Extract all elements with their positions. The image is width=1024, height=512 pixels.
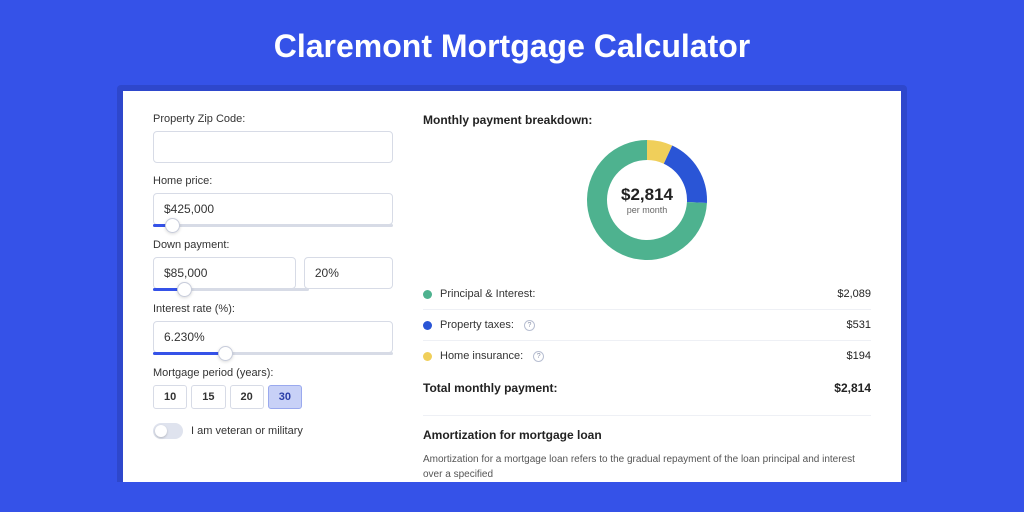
zip-field-group: Property Zip Code:: [153, 113, 393, 163]
breakdown-column: Monthly payment breakdown: $2,814 per mo…: [423, 113, 871, 482]
period-buttons: 10152030: [153, 385, 393, 409]
home-price-input[interactable]: [153, 193, 393, 225]
amortization-text: Amortization for a mortgage loan refers …: [423, 452, 871, 482]
legend-row: Principal & Interest: $2,089: [423, 279, 871, 310]
donut-center: $2,814 per month: [621, 185, 673, 215]
form-column: Property Zip Code: Home price: Down paym…: [153, 113, 393, 482]
legend-row: Home insurance:? $194: [423, 341, 871, 371]
home-price-field-group: Home price:: [153, 175, 393, 227]
calculator-outer-card: Property Zip Code: Home price: Down paym…: [117, 85, 907, 482]
period-label: Mortgage period (years):: [153, 367, 393, 379]
period-button-30[interactable]: 30: [268, 385, 302, 409]
page-title: Claremont Mortgage Calculator: [0, 0, 1024, 85]
legend-value: $531: [847, 319, 871, 331]
donut-sub: per month: [621, 205, 673, 215]
donut-amount: $2,814: [621, 185, 673, 205]
down-payment-label: Down payment:: [153, 239, 393, 251]
legend-list: Principal & Interest: $2,089 Property taxe…: [423, 279, 871, 371]
amortization-title: Amortization for mortgage loan: [423, 415, 871, 442]
period-button-20[interactable]: 20: [230, 385, 264, 409]
total-row: Total monthly payment: $2,814: [423, 371, 871, 409]
legend-dot: [423, 321, 432, 330]
interest-field-group: Interest rate (%):: [153, 303, 393, 355]
interest-input[interactable]: [153, 321, 393, 353]
legend-value: $2,089: [837, 288, 871, 300]
interest-slider-thumb[interactable]: [218, 346, 233, 361]
period-button-10[interactable]: 10: [153, 385, 187, 409]
interest-slider[interactable]: [153, 352, 393, 355]
down-payment-input[interactable]: [153, 257, 296, 289]
interest-label: Interest rate (%):: [153, 303, 393, 315]
veteran-toggle[interactable]: [153, 423, 183, 439]
donut-container: $2,814 per month: [423, 139, 871, 261]
legend-dot: [423, 290, 432, 299]
veteran-label: I am veteran or military: [191, 425, 303, 437]
legend-label: Property taxes:: [440, 319, 514, 331]
legend-label: Home insurance:: [440, 350, 523, 362]
home-price-slider-thumb[interactable]: [165, 218, 180, 233]
total-value: $2,814: [834, 381, 871, 395]
calculator-card: Property Zip Code: Home price: Down paym…: [123, 91, 901, 482]
home-price-slider[interactable]: [153, 224, 393, 227]
zip-input[interactable]: [153, 131, 393, 163]
period-field-group: Mortgage period (years): 10152030: [153, 367, 393, 409]
down-payment-slider[interactable]: [153, 288, 309, 291]
total-label: Total monthly payment:: [423, 381, 557, 395]
legend-value: $194: [847, 350, 871, 362]
home-price-label: Home price:: [153, 175, 393, 187]
veteran-row: I am veteran or military: [153, 423, 393, 439]
down-payment-pct-input[interactable]: [304, 257, 393, 289]
breakdown-title: Monthly payment breakdown:: [423, 113, 871, 127]
period-button-15[interactable]: 15: [191, 385, 225, 409]
legend-row: Property taxes:? $531: [423, 310, 871, 341]
payment-donut-chart: $2,814 per month: [586, 139, 708, 261]
interest-slider-fill: [153, 352, 225, 355]
info-icon[interactable]: ?: [524, 320, 535, 331]
legend-label: Principal & Interest:: [440, 288, 535, 300]
down-payment-field-group: Down payment:: [153, 239, 393, 291]
down-payment-slider-thumb[interactable]: [177, 282, 192, 297]
legend-dot: [423, 352, 432, 361]
zip-label: Property Zip Code:: [153, 113, 393, 125]
info-icon[interactable]: ?: [533, 351, 544, 362]
